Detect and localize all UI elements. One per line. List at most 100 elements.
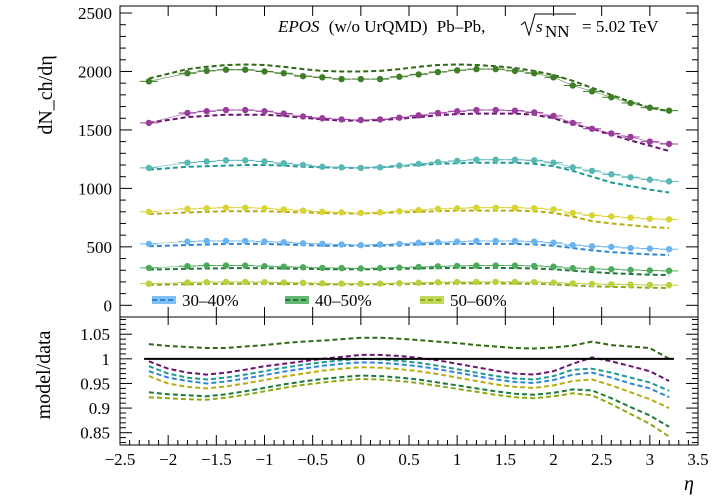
data-point xyxy=(280,70,287,77)
top-y-tick-label: 500 xyxy=(87,238,113,257)
x-tick-label: −2 xyxy=(159,450,177,469)
data-point xyxy=(627,281,634,288)
data-point xyxy=(588,88,596,95)
x-axis-label: η xyxy=(684,473,694,495)
data-point xyxy=(261,158,268,165)
data-point xyxy=(319,208,326,215)
data-point xyxy=(396,114,403,121)
legend-label: 30–40% xyxy=(182,291,239,310)
data-point xyxy=(357,265,365,272)
top-panel: 0 500 1000 1500 2000 2500 dN_ch/dη EPOS (w/o … xyxy=(35,4,699,318)
data-point xyxy=(280,263,287,270)
bottom-ticks xyxy=(119,317,699,445)
data-point xyxy=(550,206,557,213)
data-point xyxy=(299,161,307,169)
data-point xyxy=(203,237,210,245)
data-point xyxy=(357,241,365,249)
data-point xyxy=(627,133,634,141)
data-point xyxy=(261,205,268,212)
data-point xyxy=(261,68,268,75)
data-point xyxy=(280,206,287,213)
data-point xyxy=(338,209,345,216)
data-point xyxy=(396,240,403,248)
data-point xyxy=(511,67,519,75)
data-point xyxy=(569,241,576,249)
data-point xyxy=(184,238,191,245)
data-point xyxy=(608,281,615,288)
data-point xyxy=(376,116,384,123)
data-point xyxy=(299,264,307,271)
data-point xyxy=(145,280,153,287)
data-point xyxy=(434,263,442,270)
data-point xyxy=(473,65,480,73)
data-point xyxy=(453,157,461,165)
data-point xyxy=(492,156,499,163)
data-point xyxy=(569,82,576,89)
data-point xyxy=(184,70,191,77)
data-point xyxy=(665,216,673,223)
data-point xyxy=(145,78,153,85)
data-point xyxy=(338,116,345,123)
data-point xyxy=(184,279,191,286)
data-point xyxy=(319,163,326,170)
data-point xyxy=(242,262,249,269)
data-point xyxy=(550,239,557,246)
data-point xyxy=(492,106,499,114)
data-point xyxy=(184,159,191,166)
data-point xyxy=(473,156,480,163)
data-point xyxy=(531,238,538,245)
annotation-energy-symbol: s xyxy=(536,17,543,36)
annotation-system: Pb–Pb, xyxy=(437,17,486,36)
model-curve xyxy=(148,63,670,113)
data-point xyxy=(434,238,442,246)
data-point xyxy=(338,280,345,287)
data-point xyxy=(453,278,461,286)
x-tick-label: 1 xyxy=(453,450,462,469)
data-point xyxy=(665,178,673,185)
model-curve xyxy=(148,282,670,289)
data-point xyxy=(492,65,499,73)
data-point xyxy=(319,115,326,122)
data-point xyxy=(473,278,480,286)
sqrt-sign xyxy=(520,13,576,37)
top-y-tick-label: 0 xyxy=(104,296,113,315)
data-point xyxy=(511,204,519,211)
data-point xyxy=(319,74,326,81)
data-point xyxy=(145,208,153,215)
data-point xyxy=(203,262,210,269)
data-point xyxy=(646,104,654,111)
data-point xyxy=(280,238,287,246)
data-point xyxy=(453,262,461,270)
data-point xyxy=(492,237,499,245)
data-point xyxy=(203,108,210,115)
data-point xyxy=(665,107,673,114)
legend-label: 40–50% xyxy=(315,291,372,310)
data-point xyxy=(396,207,403,215)
data-point xyxy=(415,263,422,271)
data-point xyxy=(453,238,461,245)
x-tick-label: 2.5 xyxy=(591,450,612,469)
top-model-curves xyxy=(148,63,670,289)
data-point xyxy=(473,106,480,114)
data-point xyxy=(376,164,384,171)
x-tick-labels: −2.5 −2 −1.5 −1 −0.5 0 0.5 1 1.5 2 2.5 3 3.5 xyxy=(105,450,709,469)
bottom-y-tick-label: 1 xyxy=(102,350,111,369)
data-point xyxy=(434,109,442,117)
data-point xyxy=(299,72,307,80)
data-point xyxy=(338,75,345,83)
data-point xyxy=(550,279,557,286)
data-point xyxy=(665,281,673,289)
x-tick-label: 0.5 xyxy=(398,450,419,469)
data-point xyxy=(627,214,634,221)
data-point xyxy=(376,264,384,272)
annotation-energy-value: = 5.02 TeV xyxy=(582,17,659,36)
x-tick-label: −2.5 xyxy=(105,450,136,469)
data-point xyxy=(222,262,230,269)
data-point xyxy=(588,265,596,273)
data-point xyxy=(569,209,576,217)
data-point xyxy=(531,278,538,286)
data-point xyxy=(203,278,210,286)
ratio-curve xyxy=(148,374,670,428)
data-point xyxy=(531,70,538,77)
data-point xyxy=(608,93,615,101)
